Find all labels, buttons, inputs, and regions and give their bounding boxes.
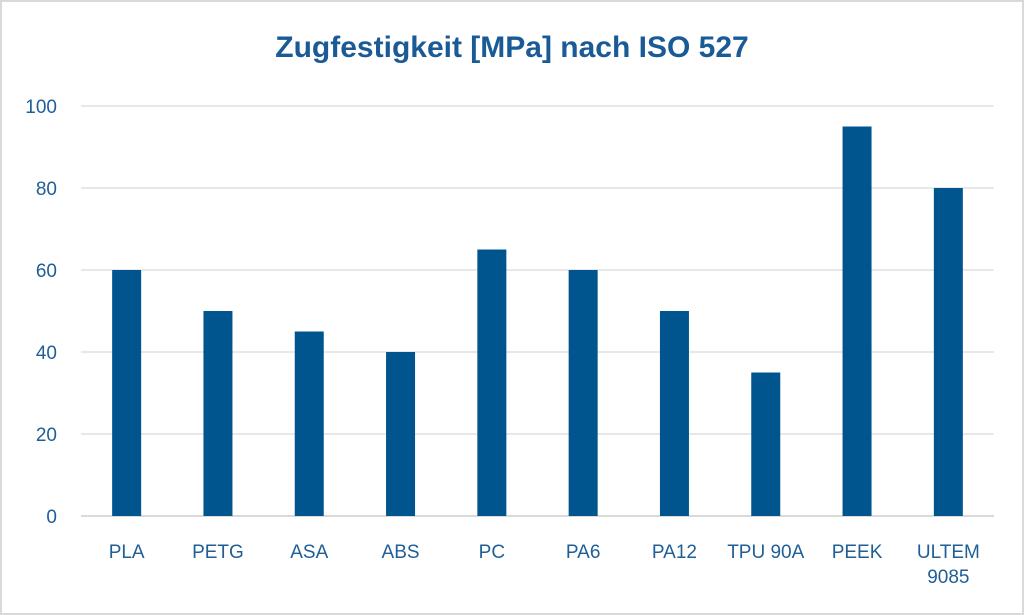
x-category-label: PA6 <box>566 542 601 563</box>
chart-title: Zugfestigkeit [MPa] nach ISO 527 <box>275 31 748 64</box>
x-category-label: ASA <box>290 542 328 563</box>
bar-pla <box>112 270 142 516</box>
x-category-label: PLA <box>109 542 145 563</box>
bar-abs <box>386 352 416 516</box>
bar-tpu-90a <box>751 372 781 516</box>
bar-pc <box>477 249 507 516</box>
bar-ultem-9085 <box>933 188 963 516</box>
bar-asa <box>294 331 324 516</box>
y-tick-label: 20 <box>36 425 57 446</box>
x-category-label: PETG <box>192 542 244 563</box>
bar-peek <box>842 126 872 516</box>
x-category-label: ULTEM 9085 <box>917 542 980 588</box>
bar-pa12 <box>659 311 689 516</box>
y-tick-label: 40 <box>36 343 57 364</box>
bars <box>112 126 963 516</box>
y-tick-label: 80 <box>36 179 57 200</box>
bar-petg <box>203 311 233 516</box>
x-category-label: ABS <box>382 542 420 563</box>
x-category-label: TPU 90A <box>727 542 804 563</box>
x-category-label: PEEK <box>832 542 883 563</box>
x-axis-labels: PLA PETG ASA ABS PC PA6 PA12 TPU 90A PEEK ULTEM 90… <box>109 542 980 588</box>
x-category-label: PA12 <box>652 542 697 563</box>
y-axis-ticks: 0 20 40 60 80 100 <box>25 97 57 528</box>
x-category-label: PC <box>479 542 505 563</box>
y-tick-label: 100 <box>25 97 57 118</box>
y-tick-label: 0 <box>46 507 57 528</box>
bar-pa6 <box>568 270 598 516</box>
y-tick-label: 60 <box>36 261 57 282</box>
gridlines <box>81 105 994 517</box>
